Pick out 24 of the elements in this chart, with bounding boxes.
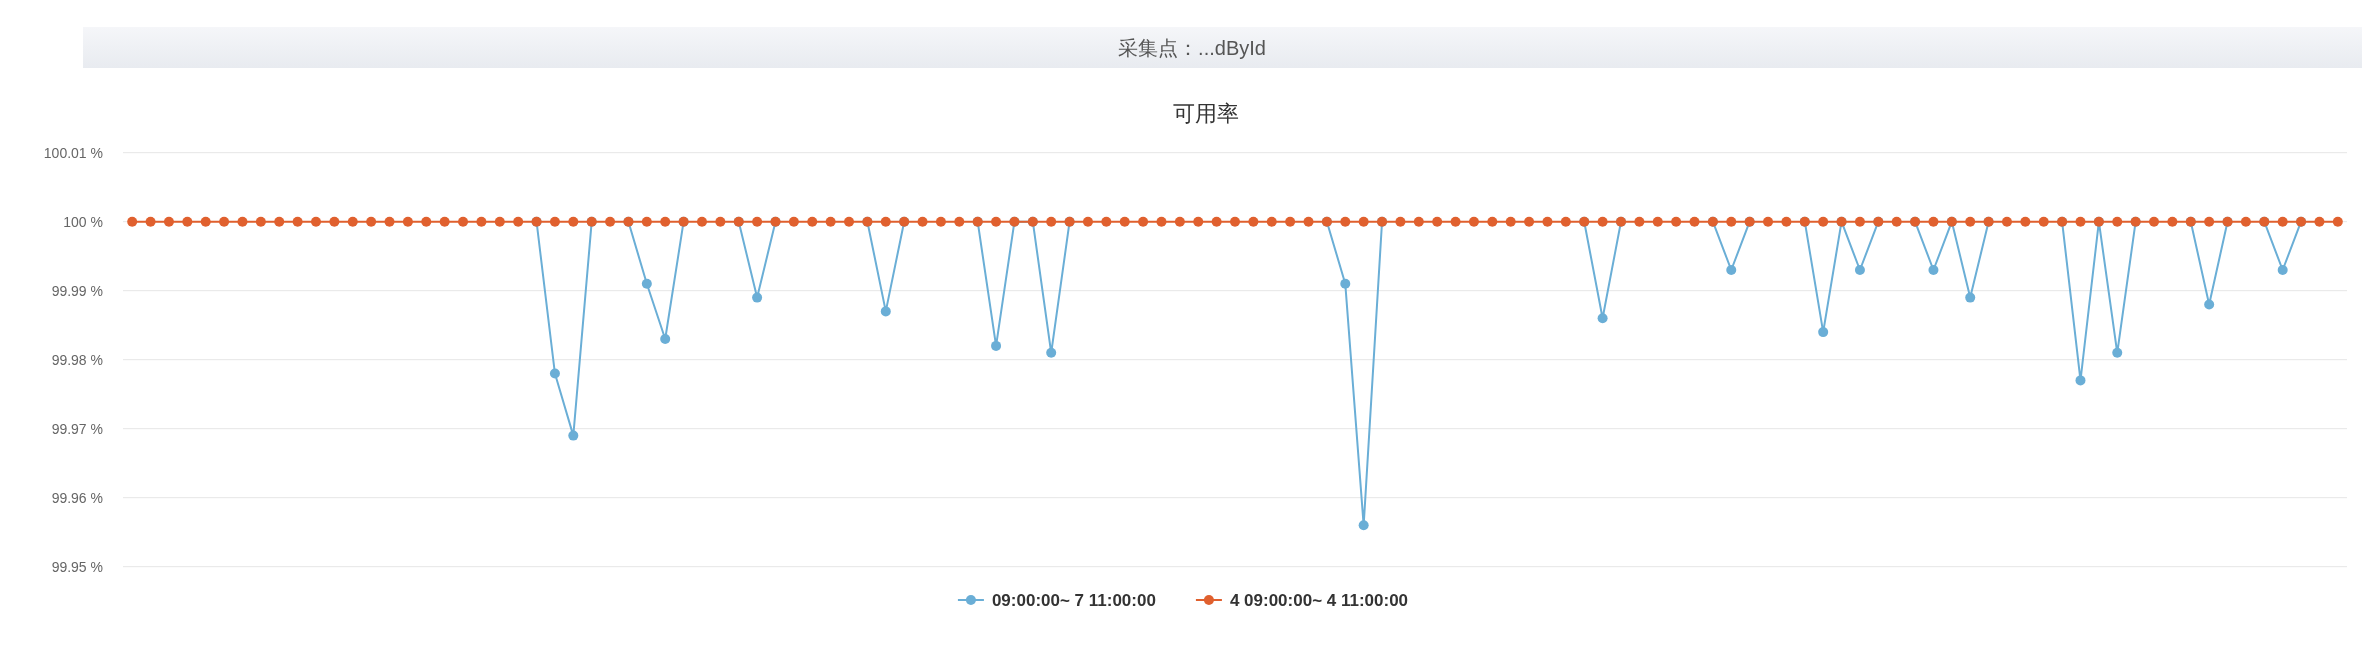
point — [1928, 265, 1939, 275]
point — [1818, 327, 1829, 338]
point — [1965, 292, 1976, 303]
point — [880, 306, 891, 317]
point — [1358, 520, 1369, 531]
legend-label: 4 09:00:00~ 4 11:00:00 — [1229, 590, 1409, 610]
point — [1726, 265, 1737, 275]
title: 可用率 — [1173, 100, 1239, 126]
point — [549, 368, 560, 379]
point — [752, 292, 763, 303]
point — [2112, 347, 2123, 358]
point — [641, 278, 652, 289]
legend-label: 09:00:00~ 7 11:00:00 — [991, 590, 1156, 610]
point — [1854, 265, 1865, 275]
annotation: 采集点：...dById — [1118, 37, 1266, 59]
point — [1340, 278, 1351, 289]
point — [2277, 265, 2288, 275]
point — [991, 340, 1002, 351]
point — [660, 334, 671, 344]
point — [2204, 299, 2215, 310]
point — [2075, 375, 2086, 386]
point — [568, 430, 579, 441]
point — [1046, 347, 1057, 358]
point — [1597, 313, 1608, 324]
